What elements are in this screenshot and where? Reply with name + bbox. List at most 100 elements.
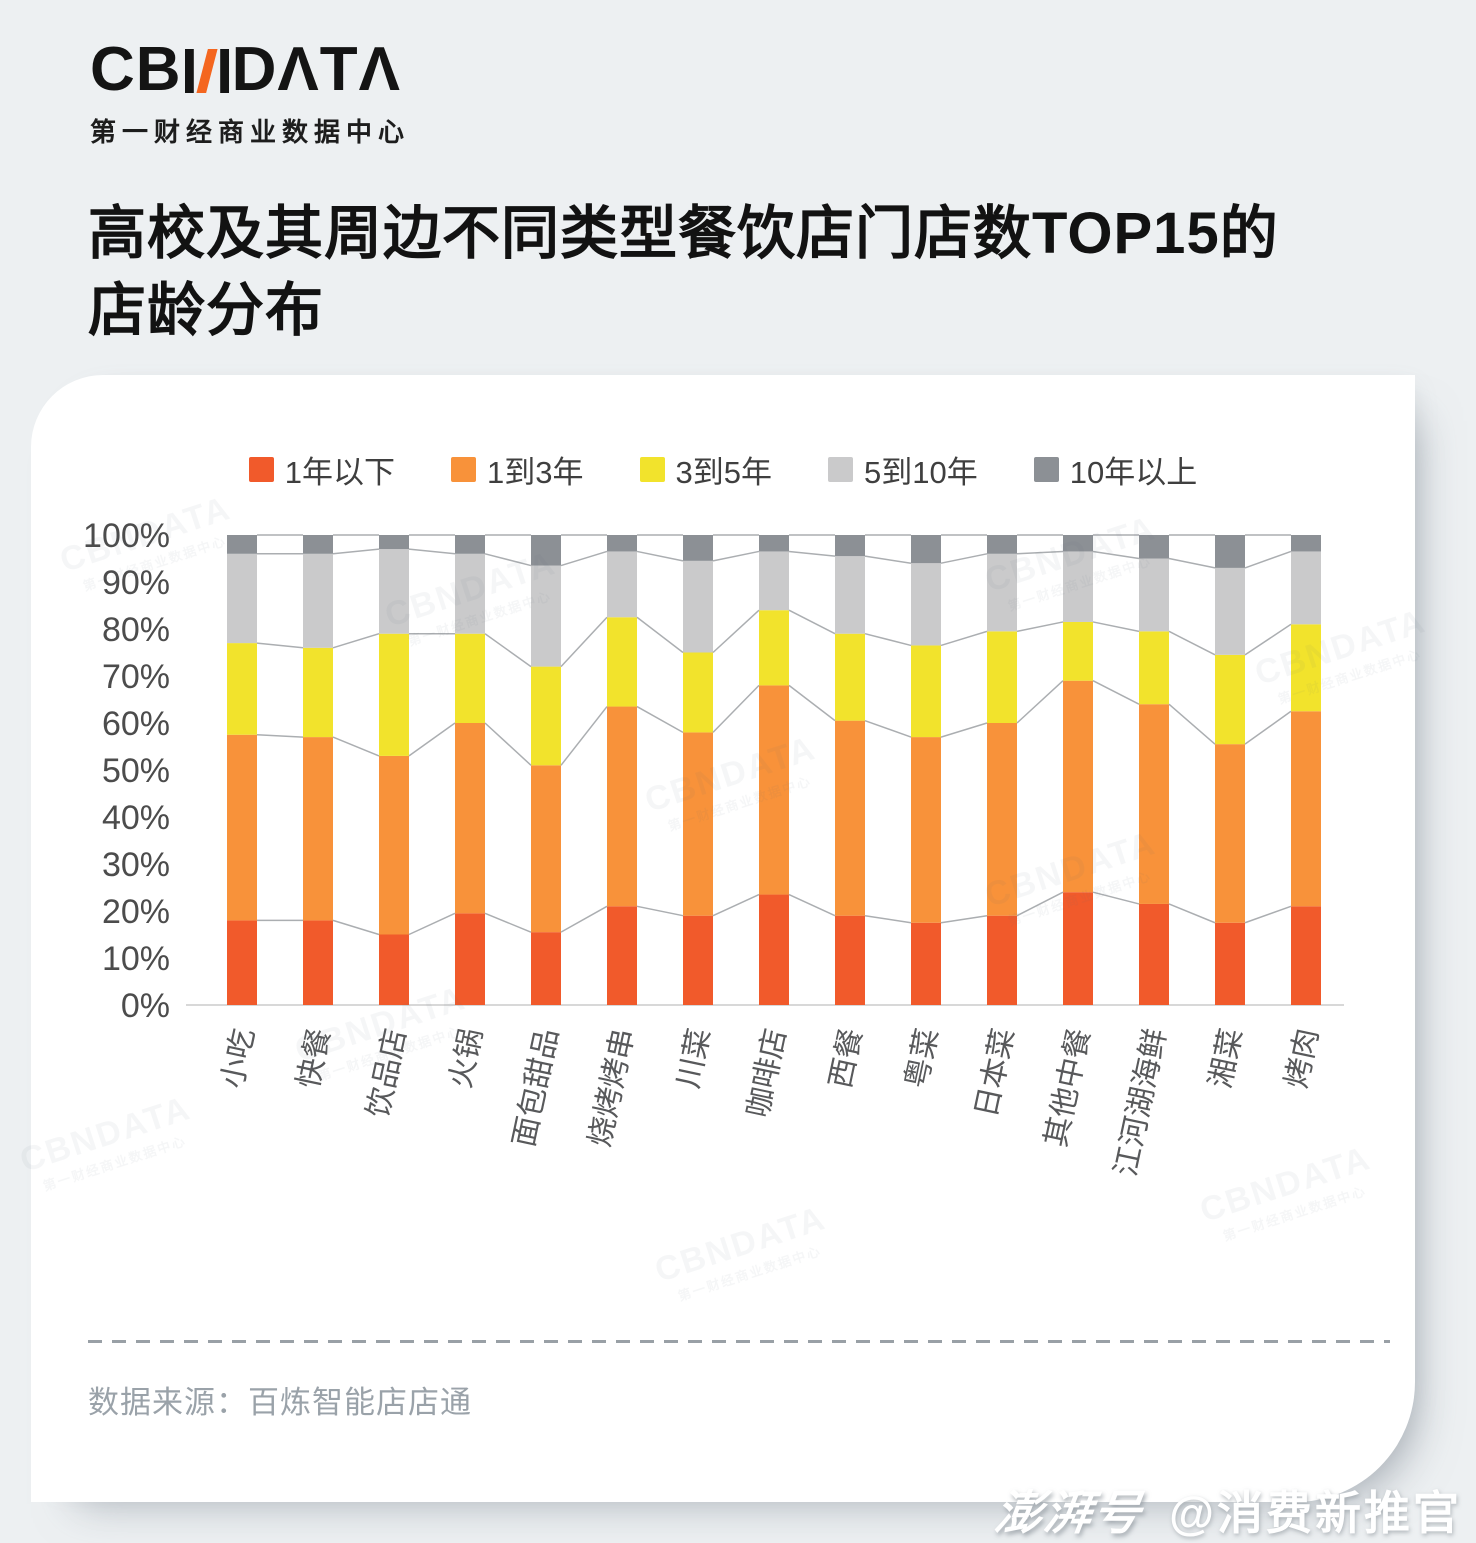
x-axis-label: 日本菜 (970, 1026, 1021, 1121)
y-tick-label: 90% (102, 564, 170, 602)
y-tick-label: 70% (102, 658, 170, 696)
bar-segment-1年以下 (303, 920, 333, 1005)
bar-segment-1到3年 (379, 755, 409, 935)
x-axis-label: 咖啡店 (742, 1026, 793, 1121)
connector-line (1168, 630, 1216, 656)
bar-segment-3到5年 (987, 631, 1017, 723)
connector-line (1092, 550, 1140, 560)
y-tick-label: 50% (102, 752, 170, 790)
y-tick-label: 0% (121, 987, 170, 1025)
logo-text-cb: CB (90, 35, 182, 104)
bar-segment-5到10年 (303, 553, 333, 648)
connector-line (408, 722, 456, 757)
y-tick-label: 10% (102, 940, 170, 978)
bar-segment-1到3年 (455, 723, 485, 914)
bar-segment-3到5年 (227, 643, 257, 735)
connector-line (712, 609, 760, 654)
logo-text-data: DΛTΛ (231, 35, 401, 104)
connector-line (940, 630, 988, 647)
bar-segment-1到3年 (1291, 711, 1321, 907)
connector-line (560, 905, 608, 933)
bar-segment-10年以上 (303, 535, 333, 554)
x-axis-label: 粤菜 (900, 1026, 945, 1092)
legend-label: 1到3年 (487, 455, 584, 490)
connector-line (636, 905, 684, 917)
legend-label: 1年以下 (284, 455, 396, 490)
data-source-note: 数据来源：百炼智能店店通 (88, 1385, 472, 1420)
connector-line (712, 893, 760, 917)
cbndata-logo: CB DΛTΛ 第一财经商业数据中心 (90, 35, 410, 149)
connector-line (788, 550, 836, 557)
legend-label: 5到10年 (864, 455, 978, 490)
bar-segment-1到3年 (1139, 704, 1169, 904)
bar-segment-10年以上 (911, 535, 941, 564)
bar-segment-1到3年 (683, 732, 713, 916)
connector-line (484, 553, 532, 567)
connector-line (864, 719, 912, 738)
logo-n-icon (184, 49, 229, 93)
page-title-line1: 高校及其周边不同类型餐饮店门店数TOP15的 (88, 201, 1279, 266)
connector-line (484, 633, 532, 668)
bar-segment-1到3年 (1215, 744, 1245, 923)
y-tick-label: 100% (83, 517, 170, 555)
bar-segment-3到5年 (1139, 631, 1169, 705)
bar-segment-1到3年 (227, 734, 257, 921)
bar-segment-1年以下 (1215, 922, 1245, 1005)
bar-segment-10年以上 (227, 535, 257, 554)
bar-segment-1到3年 (759, 685, 789, 895)
y-tick-label: 20% (102, 893, 170, 931)
bar-segment-5到10年 (455, 553, 485, 634)
bar-segment-1年以下 (531, 932, 561, 1005)
legend-item: 10年以上 (1033, 447, 1197, 492)
x-axis-label: 烧烤烤串 (584, 1026, 641, 1150)
bar-segment-1到3年 (607, 706, 637, 907)
bar-segment-10年以上 (1063, 535, 1093, 552)
bar-segment-10年以上 (455, 535, 485, 554)
page-title-line2: 店龄分布 (88, 277, 325, 343)
legend-swatch (639, 457, 665, 482)
connector-line (1168, 557, 1216, 569)
bar-segment-3到5年 (531, 666, 561, 766)
bar-segment-3到5年 (1215, 654, 1245, 745)
bar-segment-1年以下 (835, 915, 865, 1005)
bar-segment-5到10年 (607, 551, 637, 618)
bar-segment-1年以下 (1063, 892, 1093, 1005)
bar-segment-10年以上 (987, 535, 1017, 554)
connector-line (940, 914, 988, 924)
connector-line (788, 893, 836, 917)
bar-segment-5到10年 (1291, 551, 1321, 625)
connector-line (1092, 891, 1140, 905)
bar-segment-5到10年 (835, 556, 865, 634)
stacked-bar-chart: 0% 10% 20% 30% 40% 50% 60% 70% 80% 90% 100% 小吃 快餐 饮品店… (83, 517, 1344, 1179)
connector-line (332, 632, 380, 649)
connector-line (332, 919, 380, 936)
connector-line (332, 736, 380, 757)
legend-swatch (828, 457, 853, 482)
connector-line (1168, 703, 1216, 745)
x-axis-label: 川菜 (672, 1026, 717, 1092)
chart-card: 1年以下 1到3年 3到5年 5到10年 10年以上 0% 10% 20% 30% 40% 50%… (31, 375, 1415, 1502)
bar-segment-3到5年 (379, 633, 409, 756)
publisher-badge: 澎湃号 @消费新推官 (992, 1474, 1462, 1543)
connector-line (1092, 680, 1140, 705)
bar-segment-1年以下 (1139, 903, 1169, 1005)
bar-segment-1到3年 (835, 720, 865, 916)
bar-segment-10年以上 (835, 535, 865, 557)
connector-line (484, 912, 532, 933)
connector-line (864, 632, 912, 647)
bar-segment-10年以上 (379, 535, 409, 550)
connector-line (636, 705, 684, 734)
bar-segment-3到5年 (455, 633, 485, 723)
connector-line (788, 684, 836, 722)
legend-item: 1到3年 (451, 447, 584, 492)
connector-line (1168, 903, 1216, 924)
dashed-divider (88, 1340, 1390, 1343)
legend-swatch (248, 457, 274, 482)
x-axis-label: 火锅 (444, 1026, 489, 1092)
bar-segment-3到5年 (759, 610, 789, 686)
bar-segment-10年以上 (1139, 535, 1169, 559)
connector-line (1016, 680, 1064, 724)
bar-segment-5到10年 (531, 565, 561, 667)
bar-segment-10年以上 (1291, 535, 1321, 552)
connector-line (332, 548, 380, 555)
